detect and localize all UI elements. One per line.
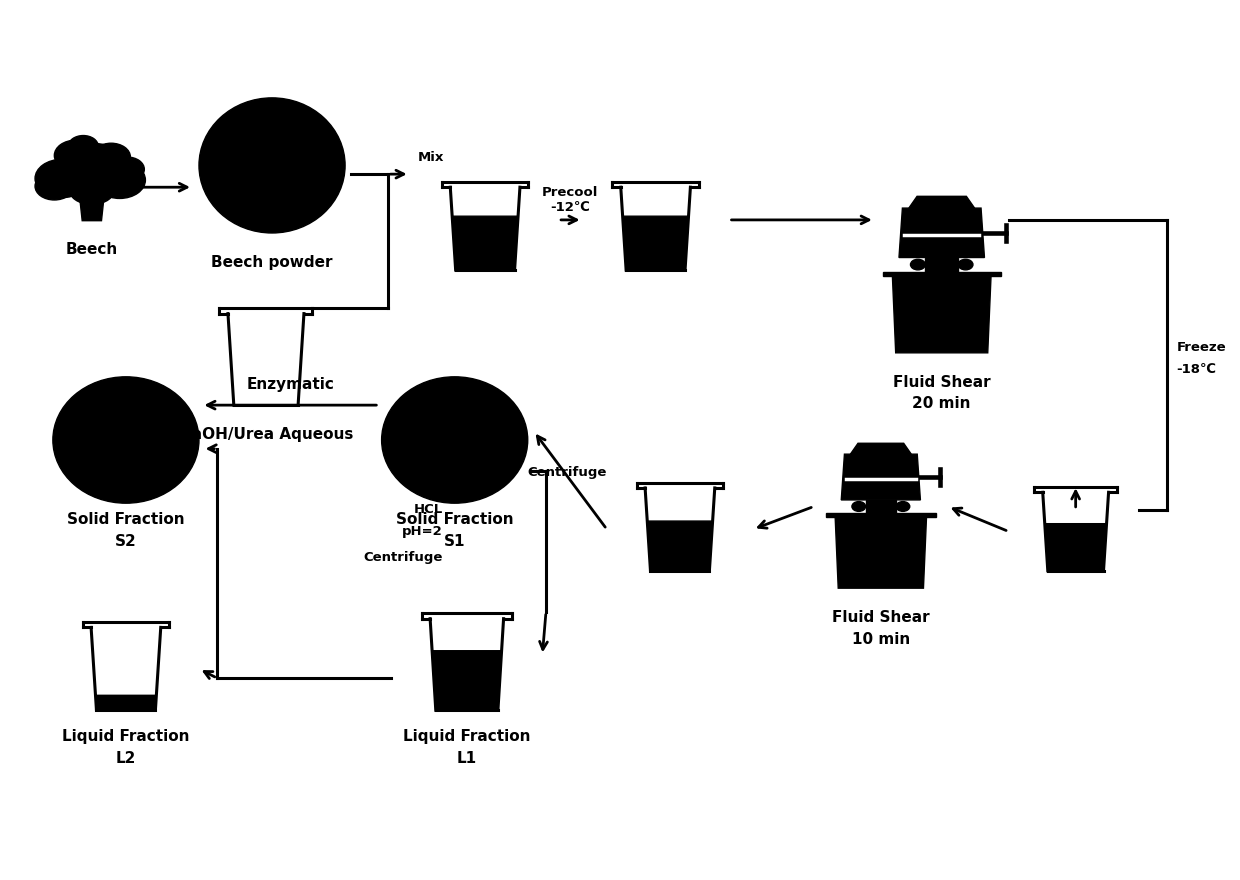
Text: -12℃: -12℃ [551, 201, 590, 214]
Circle shape [35, 159, 88, 198]
Circle shape [94, 162, 145, 199]
Text: NaOH/Urea Aqueous: NaOH/Urea Aqueous [179, 427, 353, 442]
Text: Solid Fraction: Solid Fraction [396, 512, 513, 527]
Polygon shape [883, 272, 1001, 276]
Text: HCL: HCL [413, 503, 443, 517]
Text: Solid Fraction: Solid Fraction [67, 512, 185, 527]
Polygon shape [91, 627, 161, 710]
Text: 10 min: 10 min [852, 632, 910, 647]
Text: Beech: Beech [66, 243, 118, 258]
Circle shape [55, 140, 97, 171]
Text: L2: L2 [115, 752, 136, 766]
Text: -18℃: -18℃ [1177, 363, 1216, 376]
Text: Liquid Fraction: Liquid Fraction [62, 730, 190, 744]
Circle shape [35, 172, 73, 200]
Polygon shape [925, 258, 959, 272]
Circle shape [53, 143, 130, 199]
Text: Beech powder: Beech powder [211, 255, 332, 270]
Text: Liquid Fraction: Liquid Fraction [403, 730, 531, 744]
Text: S2: S2 [115, 533, 136, 549]
Circle shape [897, 502, 910, 511]
Ellipse shape [382, 377, 528, 503]
Polygon shape [893, 276, 991, 353]
Circle shape [959, 260, 973, 270]
Text: Mix: Mix [418, 150, 444, 164]
Polygon shape [909, 196, 975, 208]
Circle shape [910, 260, 925, 270]
Polygon shape [453, 216, 518, 270]
Polygon shape [645, 488, 714, 571]
Text: pH=2: pH=2 [402, 525, 443, 538]
Ellipse shape [198, 98, 345, 233]
Polygon shape [826, 513, 936, 517]
Polygon shape [450, 187, 520, 270]
Circle shape [92, 143, 130, 171]
Polygon shape [79, 194, 104, 221]
Text: Precool: Precool [542, 186, 599, 199]
Polygon shape [851, 444, 911, 454]
Text: 20 min: 20 min [913, 396, 971, 412]
Text: Centrifuge: Centrifuge [363, 551, 443, 564]
Polygon shape [647, 521, 713, 571]
Circle shape [110, 157, 144, 181]
Circle shape [68, 171, 115, 204]
Polygon shape [841, 454, 920, 500]
Polygon shape [432, 650, 502, 710]
Text: Centrifuge: Centrifuge [527, 466, 608, 480]
Text: Fluid Shear: Fluid Shear [832, 610, 930, 625]
Polygon shape [836, 517, 926, 588]
Polygon shape [866, 500, 897, 513]
Circle shape [68, 136, 98, 157]
Text: Fluid Shear: Fluid Shear [893, 375, 991, 390]
Polygon shape [1045, 524, 1106, 571]
Polygon shape [899, 208, 985, 258]
Text: S1: S1 [444, 533, 465, 549]
Ellipse shape [53, 377, 198, 503]
Text: Freeze: Freeze [1177, 341, 1226, 354]
Polygon shape [621, 187, 691, 270]
Text: L1: L1 [456, 752, 477, 766]
Polygon shape [622, 216, 688, 270]
Polygon shape [1043, 492, 1109, 571]
Polygon shape [430, 619, 503, 710]
Text: Enzymatic: Enzymatic [247, 377, 335, 392]
Circle shape [852, 502, 866, 511]
Polygon shape [95, 695, 156, 710]
Polygon shape [228, 313, 304, 405]
